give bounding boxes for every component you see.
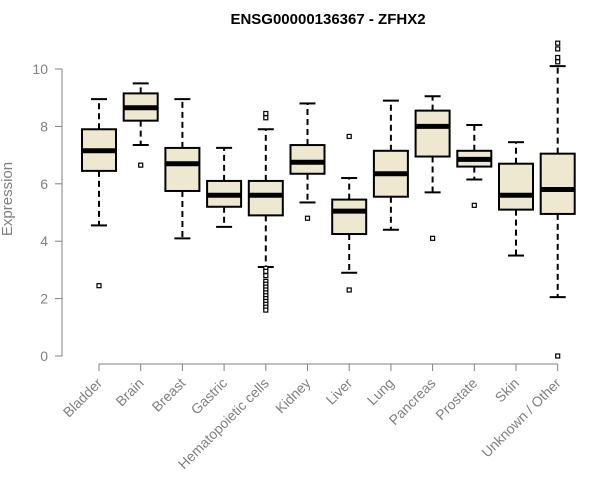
box-4 [247,110,284,313]
box-11-outlier-2 [555,54,561,61]
box-5-iqr [289,144,326,175]
box-4-outlier-15 [263,307,269,313]
box-6-iqr [331,198,368,236]
box-2-iqr [164,146,201,192]
y-tick-label-4: 8 [40,118,48,134]
chart-title: ENSG00000136367 - ZFHX2 [230,11,425,28]
y-tick-label-0: 0 [40,348,48,364]
box-6 [331,133,368,293]
box-6-outlier-1 [346,287,352,293]
x-tick-label-5: Kidney [272,375,314,417]
y-tick-label-1: 2 [40,291,48,307]
box-10-iqr [498,162,534,211]
box-4-outlier-1 [263,115,269,121]
box-10 [498,141,534,257]
x-tick-label-10: Skin [492,375,523,406]
box-3 [206,146,243,228]
box-11-outlier-0 [555,40,561,46]
box-0 [81,98,117,289]
box-11-outlier-4 [555,353,561,359]
x-tick-label-1: Brain [112,375,146,409]
box-1-outlier-0 [138,162,144,168]
box-1 [122,82,159,168]
box-11 [539,40,576,359]
box-0-outlier-0 [96,283,102,289]
x-tick-label-9: Prostate [432,375,480,423]
box-5 [289,102,326,221]
y-tick-label-5: 10 [32,61,48,77]
box-11-iqr [539,152,576,215]
boxes-group [81,40,576,359]
box-9-outlier-0 [471,202,477,208]
box-4-outlier-4 [263,273,269,279]
box-7 [372,99,409,231]
y-tick-label-3: 6 [40,176,48,192]
box-9 [456,123,493,208]
y-axis-label: Expression [0,162,16,236]
x-tick-label-2: Breast [149,375,189,415]
box-5-outlier-0 [304,215,311,221]
box-8-outlier-0 [430,235,436,241]
x-tick-label-0: Bladder [60,375,106,421]
y-tick-label-2: 4 [40,233,48,249]
box-4-outlier-3 [263,268,269,274]
box-8 [414,95,451,241]
box-11-outlier-3 [555,59,561,65]
box-6-outlier-0 [346,133,352,140]
box-2 [164,98,201,240]
x-tick-label-6: Liver [323,375,356,408]
box-11-outlier-1 [555,46,561,52]
x-tick-label-7: Lung [364,375,397,408]
box-8-iqr [414,109,451,158]
x-tick-label-11: Unknown / Other [478,375,564,461]
box-4-outlier-0 [263,110,269,117]
box-4-iqr [247,179,284,217]
